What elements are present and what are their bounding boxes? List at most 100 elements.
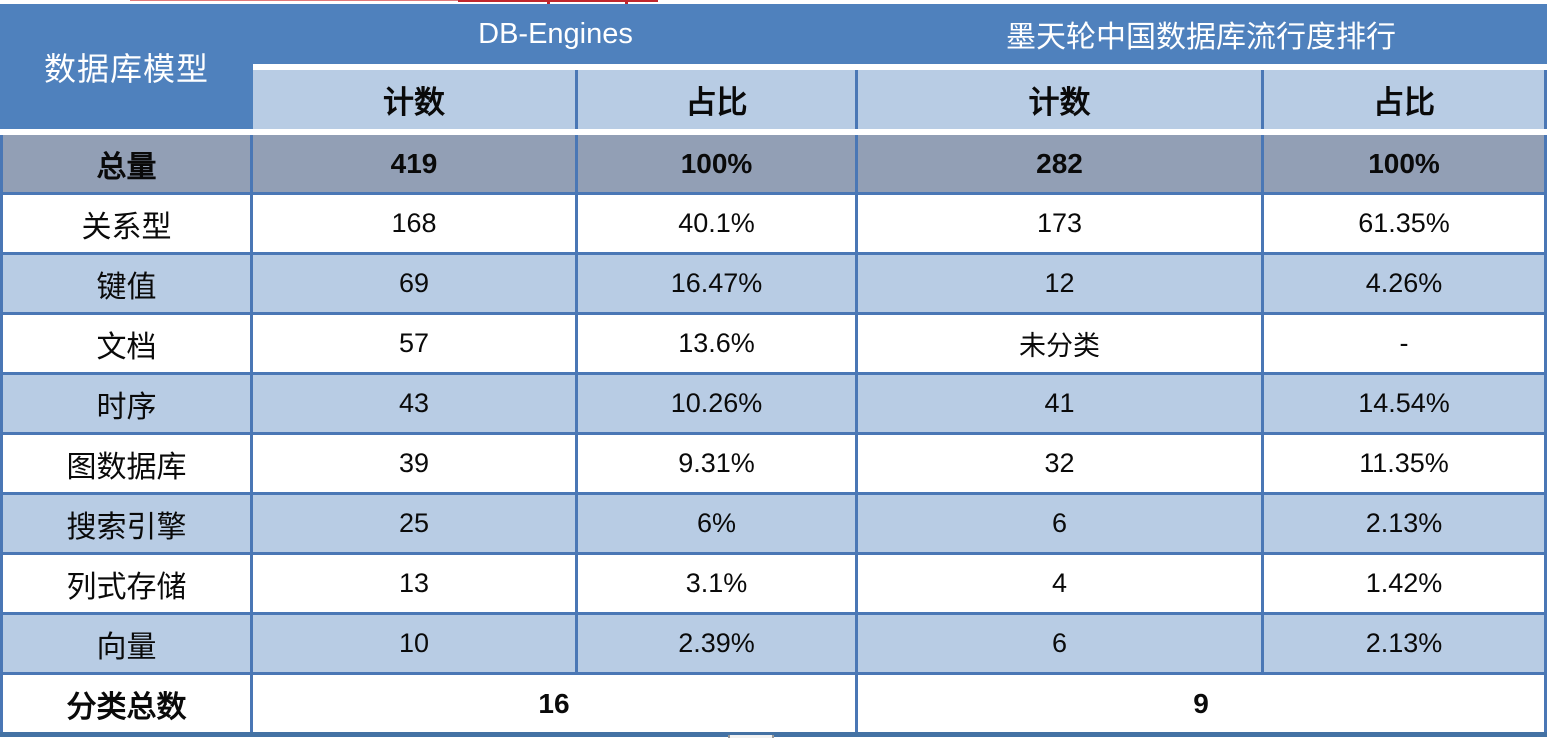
row-label: 时序 bbox=[3, 375, 250, 432]
divider bbox=[0, 435, 3, 492]
db-count-value: 10 bbox=[253, 615, 575, 672]
header-group-db-engines: DB-Engines bbox=[478, 17, 633, 50]
divider bbox=[1261, 135, 1264, 192]
row-label: 分类总数 bbox=[3, 675, 250, 732]
divider bbox=[855, 675, 858, 732]
db-share-value: 9.31% bbox=[578, 435, 855, 492]
divider bbox=[575, 255, 578, 312]
divider bbox=[1544, 195, 1547, 252]
divider bbox=[0, 315, 3, 372]
mo-count-value: 6 bbox=[858, 615, 1261, 672]
divider bbox=[1544, 135, 1547, 192]
mo-category-total: 9 bbox=[858, 675, 1544, 732]
db-count-value: 13 bbox=[253, 555, 575, 612]
row-label: 总量 bbox=[3, 135, 250, 192]
table-row: 搜索引擎 25 6% 6 2.13% bbox=[0, 492, 1547, 552]
db-share-value: 2.39% bbox=[578, 615, 855, 672]
divider bbox=[0, 135, 3, 192]
db-share-value: 40.1% bbox=[578, 195, 855, 252]
db-count-value: 57 bbox=[253, 315, 575, 372]
divider bbox=[0, 555, 3, 612]
divider bbox=[855, 615, 858, 672]
db-share-value: 3.1% bbox=[578, 555, 855, 612]
mo-count-value: 4 bbox=[858, 555, 1261, 612]
divider bbox=[1261, 435, 1264, 492]
divider bbox=[1544, 70, 1547, 129]
mo-count-value: 41 bbox=[858, 375, 1261, 432]
divider bbox=[1544, 315, 1547, 372]
mo-count-value: 32 bbox=[858, 435, 1261, 492]
divider bbox=[1261, 495, 1264, 552]
subheader-db-count: 计数 bbox=[253, 70, 575, 129]
divider bbox=[575, 555, 578, 612]
divider bbox=[250, 375, 253, 432]
db-share-value: 13.6% bbox=[578, 315, 855, 372]
table-row: 关系型 168 40.1% 173 61.35% bbox=[0, 192, 1547, 252]
db-share-value: 10.26% bbox=[578, 375, 855, 432]
divider bbox=[575, 135, 578, 192]
divider bbox=[1261, 615, 1264, 672]
db-share-value: 16.47% bbox=[578, 255, 855, 312]
scrollbar-fragment[interactable] bbox=[728, 735, 774, 738]
divider bbox=[1261, 255, 1264, 312]
row-label: 文档 bbox=[3, 315, 250, 372]
table-row: 键值 69 16.47% 12 4.26% bbox=[0, 252, 1547, 312]
mo-share-value: 2.13% bbox=[1264, 615, 1544, 672]
divider bbox=[1544, 375, 1547, 432]
table-row: 列式存储 13 3.1% 4 1.42% bbox=[0, 552, 1547, 612]
row-label: 关系型 bbox=[3, 195, 250, 252]
subheader-db-share: 占比 bbox=[578, 70, 855, 129]
divider bbox=[855, 495, 858, 552]
divider bbox=[250, 135, 253, 192]
divider bbox=[1261, 195, 1264, 252]
mo-count-value: 6 bbox=[858, 495, 1261, 552]
divider bbox=[1544, 555, 1547, 612]
subheader-mo-count: 计数 bbox=[858, 70, 1261, 129]
header-group-motianlun: 墨天轮中国数据库流行度排行 bbox=[1006, 21, 1396, 54]
row-label: 键值 bbox=[3, 255, 250, 312]
mo-share-value: 11.35% bbox=[1264, 435, 1544, 492]
table-row: 文档 57 13.6% 未分类 - bbox=[0, 312, 1547, 372]
divider bbox=[1544, 495, 1547, 552]
mo-share-value: 100% bbox=[1264, 135, 1544, 192]
mo-share-value: 4.26% bbox=[1264, 255, 1544, 312]
sub-header-row: 计数 占比 计数 占比 bbox=[253, 70, 1547, 129]
divider bbox=[855, 135, 858, 192]
mo-share-value: 2.13% bbox=[1264, 495, 1544, 552]
divider bbox=[575, 195, 578, 252]
divider bbox=[855, 70, 858, 129]
divider bbox=[250, 315, 253, 372]
divider bbox=[1544, 675, 1547, 732]
divider bbox=[855, 555, 858, 612]
divider bbox=[575, 435, 578, 492]
table-row-category-totals: 分类总数 16 9 bbox=[0, 672, 1547, 732]
divider bbox=[250, 615, 253, 672]
table-body: 总量 419 100% 282 100% 关系型 168 40.1% 173 6… bbox=[0, 135, 1547, 732]
divider bbox=[855, 375, 858, 432]
divider bbox=[575, 375, 578, 432]
divider bbox=[250, 195, 253, 252]
db-count-value: 39 bbox=[253, 435, 575, 492]
cropped-red-text-fragment bbox=[625, 0, 628, 5]
divider bbox=[1544, 615, 1547, 672]
row-label: 图数据库 bbox=[3, 435, 250, 492]
divider bbox=[575, 495, 578, 552]
db-count-value: 25 bbox=[253, 495, 575, 552]
subheader-mo-share: 占比 bbox=[1264, 70, 1544, 129]
divider bbox=[250, 555, 253, 612]
header-row-label-column: 数据库模型 bbox=[0, 4, 253, 129]
divider bbox=[1261, 555, 1264, 612]
divider bbox=[1261, 315, 1264, 372]
divider bbox=[855, 315, 858, 372]
divider bbox=[0, 495, 3, 552]
row-label: 搜索引擎 bbox=[3, 495, 250, 552]
mo-count-value: 未分类 bbox=[858, 315, 1261, 372]
divider bbox=[1544, 255, 1547, 312]
divider bbox=[1261, 375, 1264, 432]
table-row: 向量 10 2.39% 6 2.13% bbox=[0, 612, 1547, 672]
divider bbox=[855, 195, 858, 252]
divider bbox=[250, 435, 253, 492]
mo-share-value: 61.35% bbox=[1264, 195, 1544, 252]
divider bbox=[0, 675, 3, 732]
table-bottom-border bbox=[0, 732, 1547, 737]
